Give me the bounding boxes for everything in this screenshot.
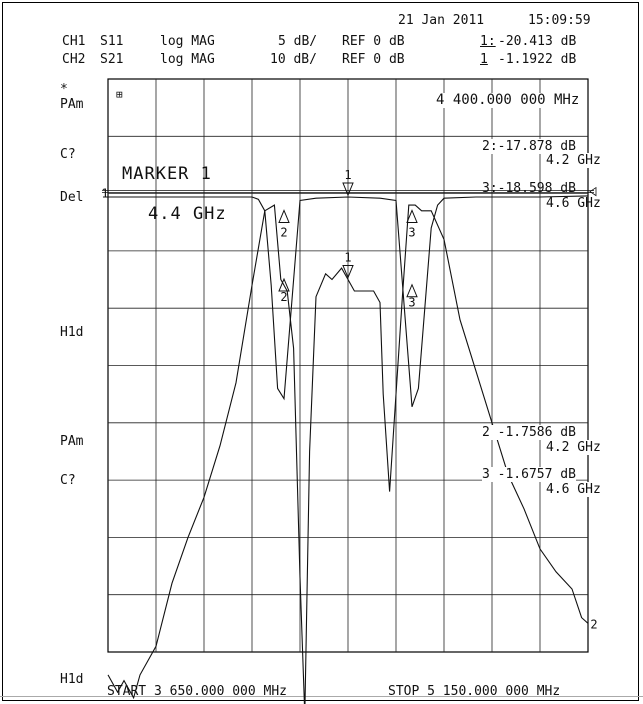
ref-pointer-right bbox=[590, 188, 596, 196]
marker-3-s21-label: 3 bbox=[408, 296, 415, 310]
ch1-m3-freq: 4.6 GHz bbox=[546, 196, 601, 211]
ch1-m2-freq: 4.2 GHz bbox=[546, 153, 601, 168]
m1-frequency: 4 400.000 000 MHz bbox=[436, 93, 579, 108]
marker-2-s11-label: 2 bbox=[280, 225, 287, 239]
ref-pointer-ch1: 1 bbox=[101, 187, 108, 201]
marker-1-s21-label: 1 bbox=[344, 251, 351, 265]
ch2-m2-value: 2 -1.7586 dB bbox=[482, 425, 576, 440]
marker-1-s11-label: 1 bbox=[344, 168, 351, 182]
marker-box-freq: 4.4 GHz bbox=[148, 207, 227, 222]
start-frequency: START 3 650.000 000 MHz bbox=[107, 684, 287, 699]
markers: 1 2 3 1 2 3 1 2 bbox=[101, 168, 597, 631]
trace-end-label-s21: 2 bbox=[590, 617, 597, 631]
marker-2-s11 bbox=[279, 210, 289, 222]
stop-frequency: STOP 5 150.000 000 MHz bbox=[388, 684, 560, 699]
ch2-m2-freq: 4.2 GHz bbox=[546, 440, 601, 455]
marker-2-s21-label: 2 bbox=[280, 290, 287, 304]
ch2-m3-value: 3 -1.6757 dB bbox=[482, 467, 576, 482]
marker-3-s11-label: 3 bbox=[408, 225, 415, 239]
marker-box-title: MARKER 1 bbox=[122, 167, 212, 182]
ch1-m3-value: 3:-18.598 dB bbox=[482, 181, 576, 196]
ch2-m3-freq: 4.6 GHz bbox=[546, 482, 601, 497]
ch1-m2-value: 2:-17.878 dB bbox=[482, 139, 576, 154]
